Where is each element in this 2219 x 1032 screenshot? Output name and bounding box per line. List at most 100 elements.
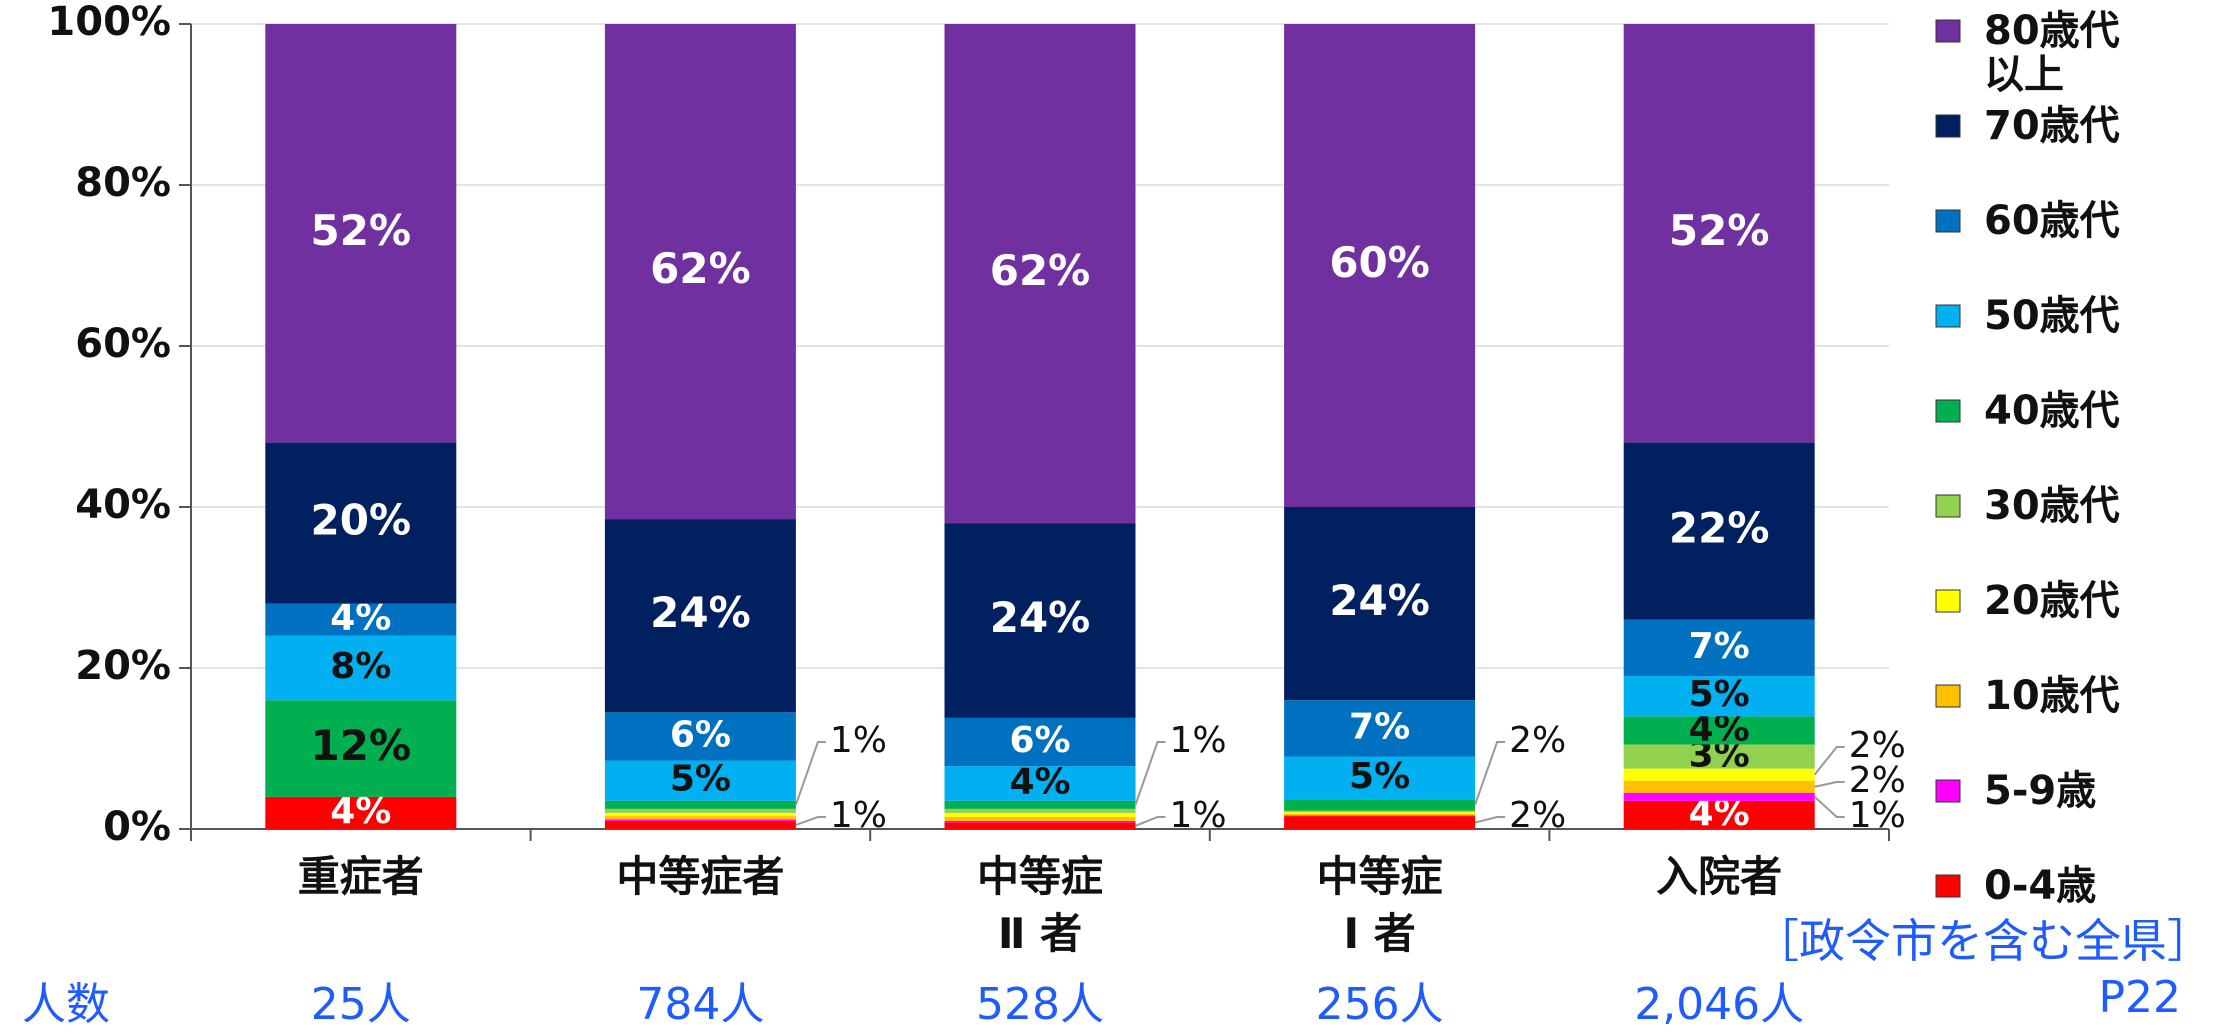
bar-segment (265, 442, 457, 604)
data-label: 52% (1669, 206, 1770, 255)
bar-segment (1623, 800, 1815, 829)
x-tick-label: 重症者 (297, 852, 424, 901)
bar-segment (1623, 780, 1815, 793)
data-label: 4% (330, 598, 391, 639)
bar-segment (1284, 816, 1476, 829)
x-tick-label: 中等症者 (616, 852, 785, 901)
bar-segment (944, 717, 1136, 767)
bar-segment (604, 519, 796, 713)
data-label: 7% (1349, 706, 1410, 747)
bar-segment (1623, 24, 1815, 443)
page-number: P22 (2098, 972, 2181, 1023)
y-tick-label: 0% (103, 804, 171, 850)
x-tick-label: 中等症 Ⅰ 者 (1316, 852, 1443, 958)
data-label: 1% (1849, 795, 1906, 836)
y-tick-label: 60% (75, 321, 171, 367)
legend-label: 5-9歳 (1984, 768, 2097, 814)
legend-marker (1935, 399, 1961, 423)
data-label: 24% (990, 593, 1091, 642)
bar-segment (604, 800, 796, 809)
data-label: 2% (1509, 795, 1566, 836)
bar-segment (604, 816, 796, 820)
bar-segment (944, 800, 1136, 809)
legend-label: 80歳代 以上 (1984, 8, 2120, 98)
data-label: 1% (830, 795, 887, 836)
legend-label: 60歳代 (1984, 198, 2120, 244)
count: 784人 (636, 979, 765, 1030)
data-label: 8% (330, 646, 391, 687)
data-label: 1% (1170, 795, 1227, 836)
bar-segment (944, 523, 1136, 718)
bar-segment (604, 819, 796, 821)
data-label: 2% (1509, 720, 1566, 761)
legend-marker (1935, 494, 1961, 518)
legend-label: 10歳代 (1984, 673, 2120, 719)
bar-segment (944, 24, 1136, 524)
bar-segment (944, 822, 1136, 829)
legend-label: 30歳代 (1984, 483, 2120, 529)
leader-line (1135, 816, 1166, 827)
legend-marker (1935, 874, 1961, 898)
data-label: 1% (1170, 720, 1227, 761)
legend-marker (1935, 19, 1961, 43)
leader-line (1814, 781, 1845, 788)
legend-marker (1935, 779, 1961, 803)
leader-line (1134, 741, 1166, 806)
bar-segment (944, 816, 1136, 821)
data-label: 4% (1009, 762, 1070, 803)
bar-segment (265, 796, 457, 829)
x-tick-label: 入院者 (1656, 852, 1783, 901)
count-label: 人数 (22, 979, 110, 1030)
bar-segment (604, 820, 796, 829)
bar-segment (1284, 815, 1476, 817)
data-label: 6% (670, 714, 731, 755)
y-tick-label: 40% (75, 482, 171, 528)
bar-segment (1623, 619, 1815, 677)
data-label: 7% (1689, 626, 1750, 667)
bar-segment (265, 24, 457, 443)
legend-marker (1935, 209, 1961, 233)
legend-marker (1935, 304, 1961, 328)
data-label: 12% (311, 721, 412, 770)
bar-segment (944, 812, 1136, 817)
data-label: 24% (650, 588, 751, 637)
data-label: 62% (990, 246, 1091, 295)
data-label: 5% (1689, 674, 1750, 715)
bar-segment (1284, 810, 1476, 813)
data-label: 1% (830, 720, 887, 761)
count: 256人 (1315, 979, 1444, 1030)
bar-segment (1284, 756, 1476, 800)
bar-segment (1284, 700, 1476, 757)
count: 528人 (976, 979, 1104, 1030)
bar-segment (1623, 768, 1815, 781)
data-label: 5% (670, 759, 731, 800)
leader-line (1474, 816, 1506, 824)
data-label: 62% (650, 244, 751, 293)
count: 2,046人 (1634, 979, 1805, 1030)
legend-label: 40歳代 (1984, 388, 2120, 434)
bar-segment (1623, 676, 1815, 717)
x-tick-label: 中等症 Ⅱ 者 (976, 852, 1103, 958)
data-label: 22% (1669, 504, 1770, 553)
leader-line (1814, 796, 1845, 818)
leader-line (1813, 746, 1845, 776)
data-label: 2% (1849, 760, 1906, 801)
note: ［政令市を含む全県］ (1753, 914, 2213, 968)
bar-segment (265, 700, 457, 797)
legend-label: 20歳代 (1984, 578, 2120, 624)
bar-segment (1623, 744, 1815, 769)
bar-segment (265, 635, 457, 701)
bar-segment (604, 812, 796, 817)
leader-line (795, 816, 826, 826)
bar-segment (1623, 442, 1815, 620)
legend-label: 50歳代 (1984, 293, 2120, 339)
count: 25人 (310, 979, 411, 1030)
data-label: 52% (311, 206, 412, 255)
bar-segment (944, 808, 1136, 813)
bar-segment (604, 24, 796, 520)
y-tick-label: 100% (47, 0, 171, 45)
bar-segment (604, 760, 796, 801)
bar-segment (944, 820, 1136, 823)
leader-line (1474, 741, 1506, 806)
bar-segment (1284, 812, 1476, 814)
